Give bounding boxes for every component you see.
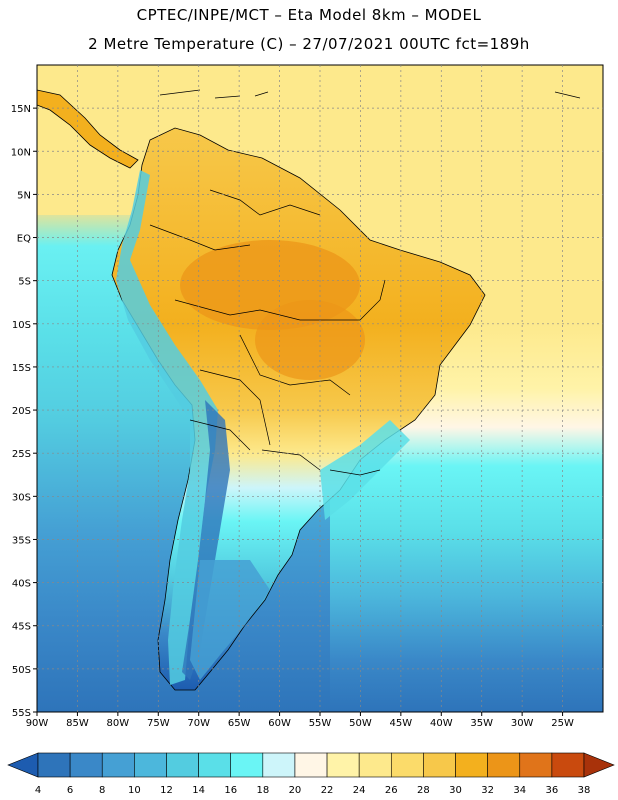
lon-label: 85W — [66, 718, 89, 729]
andes-cold-core — [182, 400, 230, 680]
lat-lon-grid — [33, 65, 603, 716]
color-bar-labels: 4 6 8 10 12 14 16 18 20 22 24 26 28 30 32 34 36 38 — [35, 785, 591, 796]
colorbar-swatch — [326, 752, 360, 778]
colorbar-label: 28 — [417, 785, 430, 796]
lon-label: 55W — [309, 718, 332, 729]
colorbar-swatch — [455, 752, 488, 778]
south-brazil-cool — [320, 420, 410, 520]
lon-label: 80W — [107, 718, 130, 729]
colorbar-swatch — [294, 752, 328, 778]
lat-label: 15S — [12, 363, 31, 374]
central-hot-area — [255, 300, 365, 380]
colorbar-swatch — [551, 752, 585, 778]
lon-label: 45W — [390, 718, 413, 729]
colorbar-swatch — [230, 752, 264, 778]
colorbar-swatch — [358, 752, 392, 778]
lat-label: 20S — [12, 406, 31, 417]
colorbar-swatch — [198, 752, 232, 778]
longitude-labels: 90W 85W 80W 75W 70W 65W 60W 55W 50W 45W 40W 35W 30W 2… — [26, 718, 574, 729]
lon-label: 70W — [187, 718, 210, 729]
caribbean-islands — [159, 89, 581, 99]
lon-label: 65W — [228, 718, 251, 729]
colorbar-swatch — [390, 752, 424, 778]
colorbar-label: 22 — [321, 785, 334, 796]
lat-label: 10S — [12, 320, 31, 331]
colorbar-swatch — [166, 752, 199, 778]
lon-label: 40W — [430, 718, 453, 729]
colorbar-label: 30 — [449, 785, 462, 796]
colorbar-swatch — [262, 752, 296, 778]
colorbar-label: 10 — [128, 785, 141, 796]
lat-label: 40S — [12, 579, 31, 590]
colorbar-swatch — [134, 752, 167, 778]
colorbar-label: 24 — [353, 785, 366, 796]
color-bar — [7, 752, 615, 778]
colorbar-label: 12 — [160, 785, 173, 796]
colorbar-label: 8 — [99, 785, 105, 796]
colorbar-label: 18 — [256, 785, 269, 796]
colorbar-swatch — [423, 752, 456, 778]
patagonia-cool — [190, 560, 270, 680]
lat-label: 15N — [11, 104, 31, 115]
title-line-1: CPTEC/INPE/MCT – Eta Model 8km – MODEL — [136, 6, 482, 24]
lat-label: 35S — [12, 535, 31, 546]
colorbar-swatch — [37, 752, 71, 778]
lat-label: 45S — [12, 622, 31, 633]
colorbar-swatch — [487, 752, 521, 778]
colorbar-label: 38 — [578, 785, 591, 796]
colorbar-swatch — [519, 752, 553, 778]
lon-label: 60W — [268, 718, 291, 729]
lat-label: 5N — [17, 190, 31, 201]
andes-cool-band — [116, 170, 218, 685]
lat-label: 55S — [12, 708, 31, 719]
colorbar-low-arrow — [7, 752, 39, 778]
colorbar-swatch — [69, 752, 103, 778]
country-borders — [149, 189, 386, 476]
colorbar-label: 34 — [513, 785, 526, 796]
lat-label: 25S — [12, 449, 31, 460]
lon-label: 30W — [511, 718, 534, 729]
colorbar-high-arrow — [583, 752, 615, 778]
latitude-labels: 15N 10N 5N EQ 5S 10S 15S 20S 25S 30S 35S 40S 45S 50S 5… — [11, 104, 31, 719]
colorbar-label: 6 — [67, 785, 73, 796]
colorbar-label: 20 — [289, 785, 302, 796]
lon-label: 25W — [551, 718, 574, 729]
central-america-land — [36, 89, 139, 169]
title-line-2: 2 Metre Temperature (C) – 27/07/2021 00U… — [88, 35, 530, 53]
lat-label: 5S — [18, 277, 31, 288]
lon-label: 75W — [147, 718, 170, 729]
colorbar-label: 14 — [192, 785, 205, 796]
lon-label: 90W — [26, 718, 49, 729]
lat-label: 30S — [12, 492, 31, 503]
colorbar-swatch — [101, 752, 135, 778]
lon-label: 50W — [349, 718, 372, 729]
colorbar-label: 36 — [546, 785, 559, 796]
lat-label: 50S — [12, 665, 31, 676]
colorbar-label: 26 — [385, 785, 398, 796]
lon-label: 35W — [470, 718, 493, 729]
lat-label: 10N — [11, 147, 31, 158]
colorbar-label: 16 — [224, 785, 237, 796]
colorbar-label: 32 — [481, 785, 494, 796]
lat-label: EQ — [17, 234, 31, 245]
colorbar-label: 4 — [35, 785, 41, 796]
